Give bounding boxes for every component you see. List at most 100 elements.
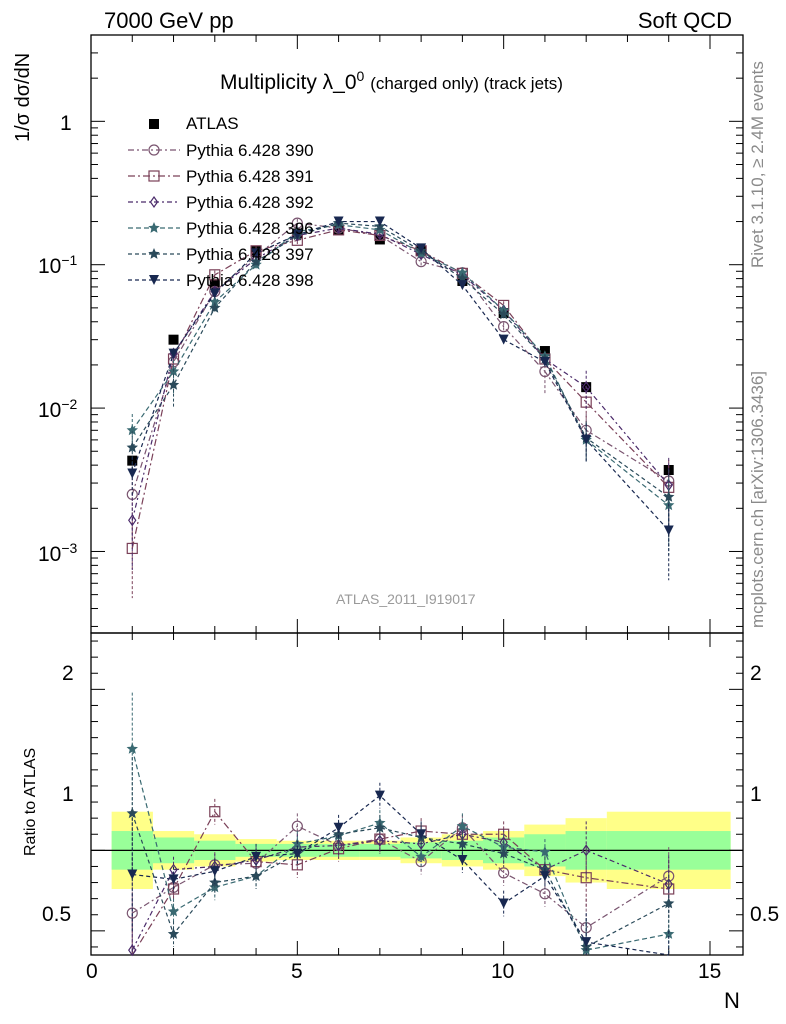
legend-label-397: Pythia 6.428 397 xyxy=(186,245,314,264)
main-point-s391 xyxy=(209,269,221,281)
main-point-s398 xyxy=(539,356,550,367)
main-point-s396 xyxy=(126,424,138,436)
ratio-point-s398 xyxy=(416,829,427,840)
ratio-point-s397 xyxy=(167,928,180,939)
ratio-point-s396 xyxy=(167,905,180,917)
ratio-point-s396 xyxy=(126,742,138,754)
ratio-point-s398 xyxy=(333,822,344,833)
main-point-s396 xyxy=(209,295,221,307)
main-point-s398 xyxy=(374,216,385,227)
ratio-point-s396 xyxy=(456,820,469,832)
ytick-label-1e-1: 10−1 xyxy=(38,252,78,278)
main-point-s397 xyxy=(126,441,138,453)
ratio-point-s391 xyxy=(209,806,221,818)
ratio-point-s398 xyxy=(168,874,179,885)
main-point-s398 xyxy=(333,216,344,227)
main-point-s397 xyxy=(663,491,675,502)
main-point-data xyxy=(168,334,179,345)
header-right-label: Soft QCD xyxy=(637,8,732,33)
ratio-point-s398 xyxy=(209,866,220,877)
main-series-line-s398 xyxy=(131,220,670,531)
rivet-version-label: Rivet 3.1.10, ≥ 2.4M events xyxy=(748,61,767,268)
ytick-label-1: 1 xyxy=(60,112,72,135)
main-plot-title: Multiplicity λ_00 (charged only) (track … xyxy=(220,68,563,95)
xtick-15: 15 xyxy=(698,960,722,983)
title-rest-text: (charged only) (track jets) xyxy=(370,74,563,93)
xtick-5: 5 xyxy=(291,960,303,983)
legend-marker-s390 xyxy=(148,144,160,156)
ratio-ytick-1-right: 1 xyxy=(750,783,762,806)
ratio-point-s398 xyxy=(374,790,385,801)
ratio-point-s397 xyxy=(332,828,345,840)
main-point-s396 xyxy=(456,266,469,278)
ratio-panel-frame xyxy=(90,632,744,956)
main-point-s398 xyxy=(251,248,262,259)
legend-label-390: Pythia 6.428 390 xyxy=(186,141,314,160)
ratio-ytick-0.5-right: 0.5 xyxy=(750,903,780,926)
main-point-data xyxy=(209,279,220,290)
ratio-point-s397 xyxy=(250,870,262,881)
ratio-point-s398 xyxy=(292,848,303,859)
main-point-s390 xyxy=(498,321,510,333)
ratio-point-s397 xyxy=(126,807,138,819)
legend-marker-s398 xyxy=(149,275,159,285)
ratio-point-s392 xyxy=(334,839,343,852)
ratio-ytick-2-right: 2 xyxy=(750,662,762,685)
main-point-s398 xyxy=(663,525,674,536)
mcplots-label: mcplots.cern.ch [arXiv:1306.3436] xyxy=(748,370,767,628)
ratio-point-s398 xyxy=(498,898,509,909)
ratio-point-s391 xyxy=(663,883,675,895)
legend-marker-s396 xyxy=(148,222,160,233)
header-left-label: 7000 GeV pp xyxy=(104,8,234,33)
legend-label-391: Pythia 6.428 391 xyxy=(186,167,314,186)
ratio-ytick-2-left: 2 xyxy=(62,662,74,685)
main-series-line-s396 xyxy=(131,224,670,506)
main-point-s397 xyxy=(209,301,221,313)
x-axis-title: N xyxy=(724,988,740,1013)
legend-marker-data xyxy=(149,119,159,129)
main-point-s398 xyxy=(457,280,468,291)
legend-label-atlas: ATLAS xyxy=(186,114,239,133)
ratio-point-s397 xyxy=(663,897,675,909)
ytick-label-1e-3: 10−3 xyxy=(38,540,78,566)
title-superscript: 0 xyxy=(356,68,365,84)
ratio-point-s392 xyxy=(664,878,673,891)
main-point-s398 xyxy=(292,229,303,240)
legend-marker-s397 xyxy=(148,248,160,259)
ratio-point-s397 xyxy=(209,876,221,888)
main-point-s397 xyxy=(498,308,510,320)
main-point-s398 xyxy=(416,243,427,254)
main-point-s398 xyxy=(168,348,179,359)
main-y-axis-title: 1/σ dσ/dN xyxy=(12,52,34,142)
legend-label-398: Pythia 6.428 398 xyxy=(186,271,314,290)
ratio-y-axis-title: Ratio to ATLAS xyxy=(22,747,39,856)
ratio-point-s390 xyxy=(126,907,138,919)
main-point-s398 xyxy=(209,288,220,299)
analysis-id-label: ATLAS_2011_I919017 xyxy=(336,591,476,607)
ratio-ytick-1-left: 1 xyxy=(62,783,74,806)
ratio-point-s396 xyxy=(539,846,551,857)
ratio-point-s398 xyxy=(539,871,550,882)
ratio-point-s392 xyxy=(375,834,385,847)
ratio-point-s392 xyxy=(128,944,137,957)
main-point-s398 xyxy=(581,434,592,445)
ytick-label-1e-2: 10−2 xyxy=(38,396,78,422)
title-main-text: Multiplicity λ_0 xyxy=(220,71,357,94)
legend-marker-s391 xyxy=(148,170,160,182)
main-point-s397 xyxy=(250,255,262,267)
ratio-point-s390 xyxy=(498,867,510,879)
ratio-point-s398 xyxy=(127,869,138,880)
ratio-point-s398 xyxy=(251,851,262,862)
legend-marker-s392 xyxy=(149,195,159,209)
ratio-point-s396 xyxy=(415,850,427,862)
main-point-s397 xyxy=(167,378,180,390)
main-point-data xyxy=(127,455,138,466)
main-point-s392 xyxy=(581,381,591,394)
ratio-point-s397 xyxy=(456,837,469,849)
ratio-point-s392 xyxy=(581,844,591,857)
legend-label-392: Pythia 6.428 392 xyxy=(186,193,314,212)
main-point-s398 xyxy=(498,334,509,345)
main-point-s398 xyxy=(127,468,138,479)
ratio-point-s398 xyxy=(581,937,592,948)
